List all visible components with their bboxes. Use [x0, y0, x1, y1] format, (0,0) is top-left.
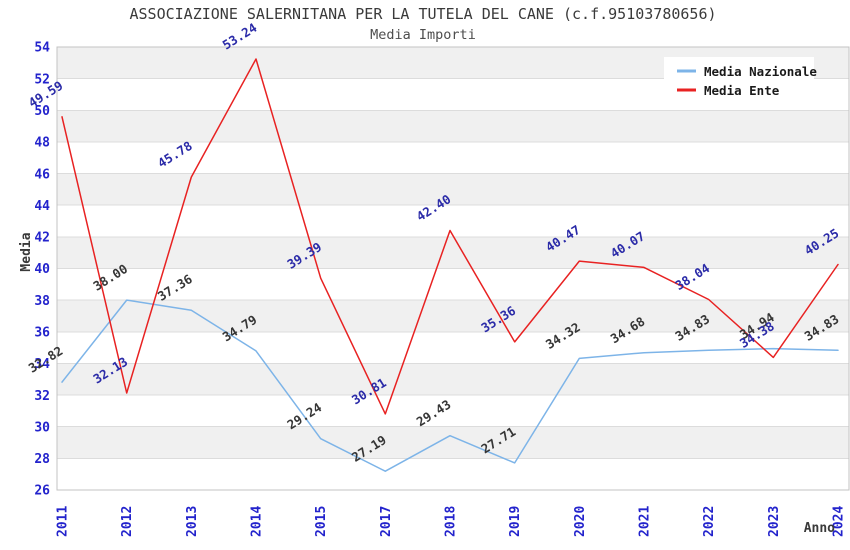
- y-tick-label: 34: [34, 357, 50, 372]
- y-tick-label: 40: [34, 262, 50, 277]
- x-tick-label: 2012: [120, 506, 135, 537]
- x-tick-label: 2022: [702, 506, 717, 537]
- x-tick-label: 2013: [185, 506, 200, 537]
- x-tick-label: 2014: [250, 506, 265, 537]
- series-line-1: [61, 58, 839, 415]
- y-tick-label: 54: [34, 41, 50, 56]
- band: [57, 458, 849, 490]
- chart-title: ASSOCIAZIONE SALERNITANA PER LA TUTELA D…: [130, 5, 717, 23]
- y-tick-label: 36: [34, 325, 50, 340]
- y-tick-label: 28: [34, 452, 50, 467]
- y-tick-label: 50: [34, 104, 50, 119]
- y-tick-label: 38: [34, 294, 50, 309]
- band: [57, 300, 849, 332]
- y-tick-label: 30: [34, 420, 50, 435]
- x-tick-label: 2017: [379, 506, 394, 537]
- band: [57, 205, 849, 237]
- series-lines: [61, 58, 839, 472]
- x-axis-title: Anno: [804, 521, 835, 536]
- y-tick-label: 46: [34, 167, 50, 182]
- band: [57, 110, 849, 142]
- chart-subtitle: Media Importi: [370, 27, 476, 43]
- x-tick-label: 2018: [444, 506, 459, 537]
- y-tick-label: 52: [34, 72, 50, 87]
- legend-label-media-ente: Media Ente: [704, 83, 780, 98]
- legend-box: [664, 57, 814, 103]
- band: [57, 426, 849, 459]
- series-line-0: [61, 299, 839, 472]
- band: [57, 268, 849, 301]
- x-tick-label: 2015: [314, 506, 329, 537]
- band: [57, 173, 849, 206]
- band: [57, 141, 849, 174]
- legend: Media Nazionale Media Ente: [664, 57, 817, 103]
- band: [57, 363, 849, 396]
- legend-label-media-nazionale: Media Nazionale: [704, 64, 817, 79]
- band: [57, 395, 849, 427]
- x-axis-ticks: 2011 2012 2013 2014 2015 2017 2018 2019 2020 2021…: [56, 506, 847, 537]
- x-tick-label: 2011: [56, 506, 71, 537]
- y-axis-ticks: 54 52 50 48 46 44 42 40 38 36 34 32 30 28 26: [34, 41, 50, 499]
- band: [57, 236, 849, 269]
- x-tick-label: 2019: [508, 506, 523, 537]
- y-axis-title: Media: [19, 232, 34, 271]
- y-tick-label: 26: [34, 484, 50, 499]
- y-tick-label: 42: [34, 231, 50, 246]
- x-tick-label: 2021: [638, 506, 653, 537]
- y-tick-label: 48: [34, 136, 50, 151]
- x-tick-label: 2024: [832, 506, 847, 537]
- band: [57, 331, 849, 364]
- x-tick-label: 2020: [573, 506, 588, 537]
- x-tick-label: 2023: [767, 506, 782, 537]
- y-tick-label: 44: [34, 199, 50, 214]
- plot-frame: [56, 46, 850, 491]
- plot-border: [56, 46, 850, 491]
- y-tick-label: 32: [34, 389, 50, 404]
